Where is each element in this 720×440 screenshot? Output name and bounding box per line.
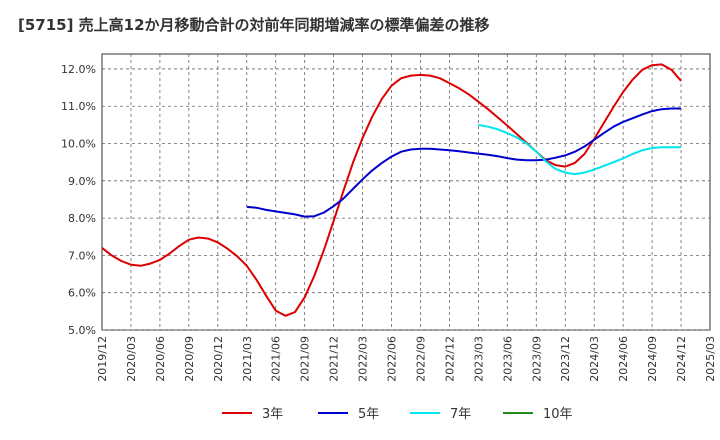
y-tick-label: 7.0% (68, 249, 96, 262)
x-tick-label: 2021/03 (241, 336, 254, 382)
x-tick-label: 2020/06 (154, 336, 167, 382)
series-layer (101, 63, 682, 317)
x-tick-label: 2024/03 (588, 336, 601, 382)
plot-area (101, 53, 711, 331)
x-tick-label: 2021/12 (328, 336, 341, 382)
x-tick-label: 2022/12 (443, 336, 456, 382)
grid-layer (101, 53, 711, 331)
x-tick-label: 2020/12 (212, 336, 225, 382)
y-tick-label: 10.0% (61, 138, 96, 151)
x-tick-label: 2023/03 (472, 336, 485, 382)
x-tick-label: 2019/12 (96, 336, 109, 382)
x-tick-label: 2023/09 (530, 336, 543, 382)
x-tick-label: 2020/03 (125, 336, 138, 382)
x-tick-label: 2022/06 (386, 336, 399, 382)
x-tick-label: 2020/09 (183, 336, 196, 382)
x-tick-label: 2021/09 (299, 336, 312, 382)
y-tick-label: 12.0% (61, 63, 96, 76)
y-tick-label: 11.0% (61, 100, 96, 113)
axis-layer: 5.0% 6.0% 7.0% 8.0% 9.0% 10.0% 11.0% 12.0% 2019/… (61, 63, 717, 382)
legend-label-3年: 3年 (262, 407, 283, 422)
legend: 3年 5年 7年 10年 (222, 407, 573, 422)
x-tick-label: 2021/06 (270, 336, 283, 382)
chart-title: [5715] 売上高12か月移動合計の対前年同期増減率の標準偏差の推移 (18, 16, 490, 34)
series-line-3年 (101, 63, 682, 317)
x-tick-label: 2024/06 (617, 336, 630, 382)
legend-label-7年: 7年 (450, 407, 471, 422)
series-line-5年 (246, 107, 681, 218)
x-tick-label: 2022/03 (357, 336, 370, 382)
x-tick-label: 2024/09 (646, 336, 659, 382)
x-tick-label: 2024/12 (675, 336, 688, 382)
y-tick-label: 8.0% (68, 212, 96, 225)
y-tick-label: 5.0% (68, 324, 96, 337)
series-line-7年 (478, 123, 681, 176)
legend-label-5年: 5年 (358, 407, 379, 422)
x-tick-label: 2022/09 (414, 336, 427, 382)
y-tick-label: 6.0% (68, 287, 96, 300)
x-tick-label: 2023/12 (559, 336, 572, 382)
y-tick-label: 9.0% (68, 175, 96, 188)
x-tick-label: 2023/06 (501, 336, 514, 382)
legend-label-10年: 10年 (543, 407, 573, 422)
x-tick-label: 2025/03 (704, 336, 717, 382)
